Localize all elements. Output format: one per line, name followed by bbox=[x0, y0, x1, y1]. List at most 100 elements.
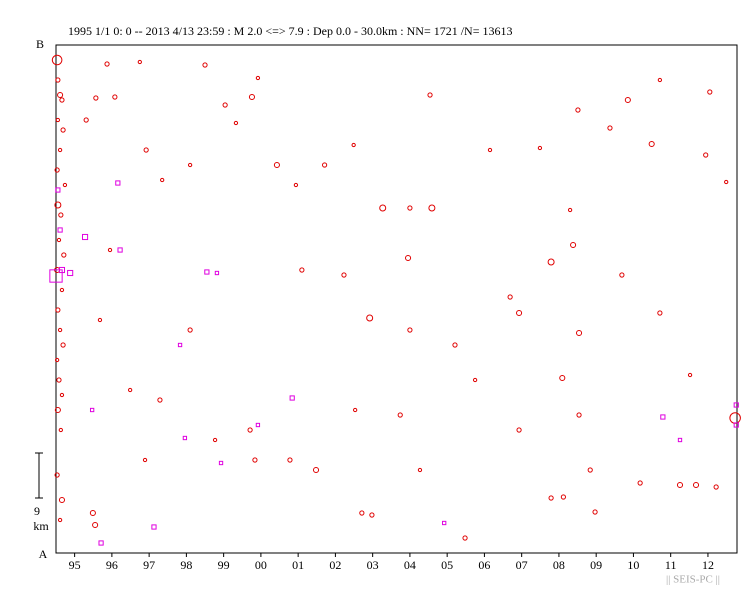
event-marker bbox=[59, 97, 65, 103]
event-marker bbox=[607, 125, 613, 131]
event-marker bbox=[97, 317, 103, 323]
event-marker bbox=[55, 307, 61, 313]
event-marker bbox=[657, 310, 663, 316]
x-tick-label: 98 bbox=[180, 558, 192, 572]
event-marker bbox=[724, 179, 729, 185]
event-marker bbox=[687, 372, 693, 378]
event-marker bbox=[54, 406, 61, 414]
event-marker bbox=[427, 92, 433, 98]
event-marker bbox=[202, 62, 208, 68]
event-marker bbox=[212, 437, 218, 443]
event-marker bbox=[472, 377, 478, 383]
event-marker bbox=[247, 427, 253, 433]
event-marker bbox=[428, 204, 436, 212]
event-marker bbox=[82, 233, 89, 241]
event-marker bbox=[56, 377, 62, 383]
event-marker bbox=[67, 269, 74, 277]
event-marker bbox=[59, 287, 65, 293]
event-marker bbox=[487, 147, 493, 153]
event-marker bbox=[255, 422, 261, 428]
event-marker bbox=[204, 269, 210, 275]
event-marker bbox=[214, 270, 220, 276]
event-marker bbox=[57, 517, 63, 523]
event-marker bbox=[218, 460, 224, 466]
x-tick-label: 02 bbox=[329, 558, 341, 572]
x-tick-label: 97 bbox=[143, 558, 155, 572]
event-marker bbox=[143, 147, 149, 153]
event-marker bbox=[516, 427, 522, 433]
event-marker bbox=[407, 205, 413, 211]
event-marker bbox=[58, 496, 66, 504]
event-marker bbox=[507, 294, 513, 300]
x-tick-label: 10 bbox=[627, 558, 639, 572]
event-marker bbox=[273, 161, 280, 169]
event-marker bbox=[107, 247, 113, 253]
event-marker bbox=[137, 59, 142, 65]
event-marker bbox=[462, 535, 468, 541]
event-marker bbox=[182, 435, 188, 441]
event-marker bbox=[55, 77, 61, 83]
event-marker bbox=[61, 252, 67, 258]
event-marker bbox=[98, 540, 104, 546]
event-marker bbox=[142, 457, 148, 463]
event-marker bbox=[407, 327, 413, 333]
x-tick-label: 07 bbox=[516, 558, 528, 572]
event-marker bbox=[222, 102, 228, 108]
event-marker bbox=[54, 201, 62, 209]
profile-end-label: A bbox=[39, 547, 48, 561]
event-marker bbox=[733, 402, 739, 408]
event-marker bbox=[57, 147, 63, 153]
event-marker bbox=[54, 357, 60, 363]
event-marker bbox=[187, 162, 193, 168]
event-marker bbox=[567, 207, 573, 213]
event-marker bbox=[89, 407, 95, 413]
event-marker bbox=[127, 387, 133, 393]
x-tick-label: 96 bbox=[106, 558, 118, 572]
event-marker bbox=[707, 89, 713, 95]
x-tick-label: 05 bbox=[441, 558, 453, 572]
event-marker bbox=[676, 481, 684, 489]
event-marker bbox=[592, 509, 598, 515]
event-marker bbox=[559, 374, 566, 382]
footer: || SEIS-PC || bbox=[666, 574, 720, 586]
event-marker bbox=[104, 61, 110, 67]
event-marker bbox=[59, 392, 65, 398]
event-marker bbox=[248, 93, 256, 101]
event-marker bbox=[92, 521, 99, 529]
event-marker bbox=[548, 495, 554, 501]
event-marker bbox=[89, 509, 96, 517]
event-marker bbox=[637, 480, 643, 486]
event-marker bbox=[713, 484, 719, 490]
x-tick-label: 99 bbox=[218, 558, 230, 572]
event-marker bbox=[366, 314, 374, 322]
event-marker bbox=[157, 397, 163, 403]
x-tick-label: 95 bbox=[69, 558, 81, 572]
event-marker bbox=[397, 412, 403, 418]
event-marker bbox=[442, 520, 447, 526]
plot-frame bbox=[55, 44, 738, 554]
event-marker bbox=[57, 227, 63, 233]
profile-end-label: B bbox=[36, 37, 44, 51]
x-tick-label: 03 bbox=[367, 558, 379, 572]
event-marker bbox=[657, 77, 663, 83]
event-marker bbox=[619, 272, 625, 278]
x-tick-label: 01 bbox=[292, 558, 304, 572]
event-marker bbox=[369, 512, 375, 518]
event-marker bbox=[341, 272, 347, 278]
event-marker bbox=[58, 266, 66, 274]
event-marker bbox=[322, 162, 328, 168]
event-marker bbox=[293, 182, 299, 188]
x-tick-label: 11 bbox=[665, 558, 677, 572]
event-marker bbox=[733, 422, 739, 428]
event-marker bbox=[83, 117, 89, 123]
event-marker bbox=[255, 75, 261, 81]
event-marker bbox=[51, 54, 63, 66]
event-marker bbox=[547, 258, 555, 266]
event-marker bbox=[62, 182, 68, 188]
x-tick-label: 04 bbox=[404, 558, 416, 572]
event-marker bbox=[54, 472, 60, 478]
event-marker bbox=[57, 91, 64, 99]
x-tick-label: 08 bbox=[553, 558, 565, 572]
